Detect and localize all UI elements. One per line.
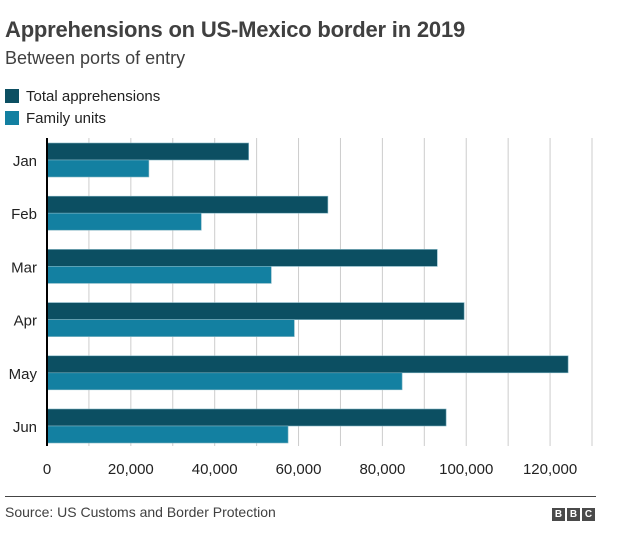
chart-title: Apprehensions on US-Mexico border in 201… [5,17,466,42]
x-tick-labels: 0 20,000 40,000 60,000 80,000 100,000 120,000 [43,461,577,478]
bar-total-jan [46,142,249,161]
bar-total-jun [46,408,447,427]
x-tick-label: 0 [43,461,51,478]
bar-family-jun [46,425,289,444]
legend-item-family: Family units [5,107,160,129]
x-tick-label: 80,000 [359,461,405,478]
gridlines [88,138,593,446]
x-tick-label: 100,000 [439,461,493,478]
category-label: Jan [13,153,37,170]
category-label: May [9,366,38,383]
bar-total-mar [46,249,438,267]
bar-total-apr [46,302,465,320]
bar-family-feb [46,212,202,231]
bar-family-apr [46,319,295,337]
x-tick-label: 20,000 [108,461,154,478]
legend-swatch-total [5,89,19,103]
source-note: Source: US Customs and Border Protection [5,504,276,520]
category-label: Feb [11,206,37,223]
legend: Total apprehensions Family units [5,85,160,129]
legend-label-family: Family units [26,109,107,127]
x-tick-label: 60,000 [276,461,322,478]
bars [46,142,569,444]
category-label: Apr [14,313,37,330]
bbc-logo-letter: B [567,508,580,521]
x-tick-label: 120,000 [523,461,577,478]
bbc-logo-letter: C [582,508,595,521]
x-tick-label: 40,000 [192,461,238,478]
bbc-logo-letter: B [552,508,565,521]
category-label: Jun [13,419,37,436]
legend-label-total: Total apprehensions [26,87,161,105]
chart-subtitle: Between ports of entry [5,48,186,68]
bar-total-feb [46,195,329,214]
category-label: Mar [11,259,37,276]
legend-swatch-family [5,111,19,125]
bar-family-may [46,372,403,391]
category-labels: Jan Feb Mar Apr May Jun [9,153,38,436]
footer-divider [5,496,596,497]
bar-family-jan [46,159,150,178]
legend-item-total: Total apprehensions [5,85,160,107]
bar-total-may [46,355,569,374]
bbc-logo: B B C [552,508,595,521]
bar-family-mar [46,266,272,284]
